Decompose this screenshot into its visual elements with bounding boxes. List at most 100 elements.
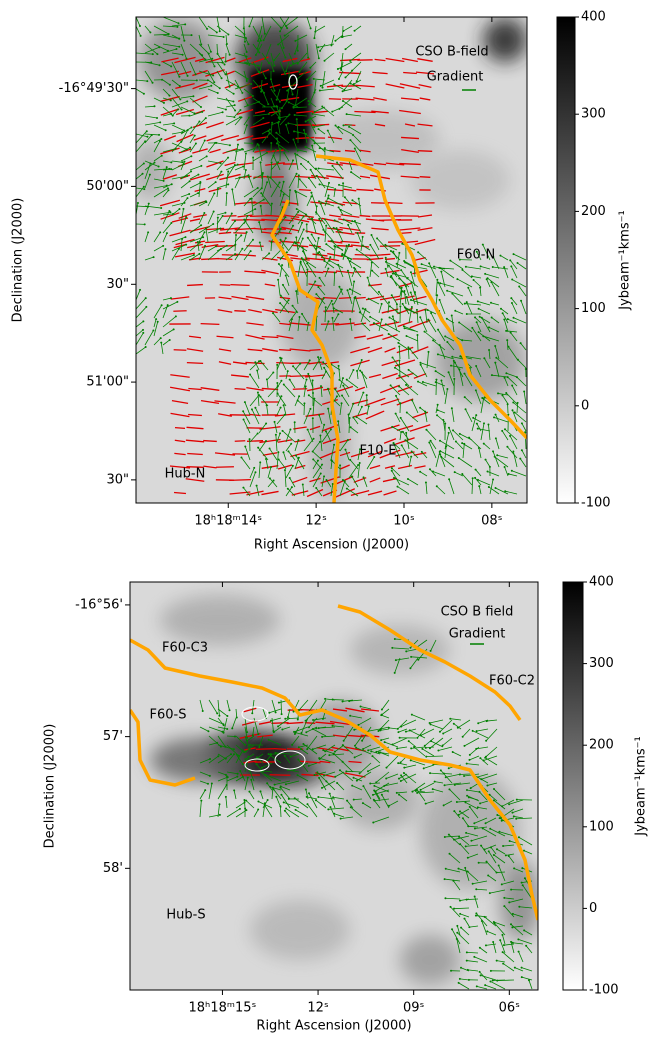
gradient-head	[234, 164, 236, 166]
gradient-head	[140, 35, 142, 37]
gradient-head	[466, 763, 468, 765]
gradient-head	[357, 724, 359, 726]
gradient-head	[231, 727, 233, 729]
gradient-head	[493, 854, 495, 856]
b-field-segment	[379, 220, 401, 221]
gradient-head	[182, 208, 184, 210]
gradient-head	[226, 715, 228, 717]
gradient-head	[400, 774, 402, 776]
gradient-head	[337, 420, 339, 422]
gradient-head	[265, 458, 267, 460]
gradient-head	[226, 192, 228, 194]
gradient-head	[279, 302, 281, 304]
gradient-head	[159, 140, 161, 142]
gradient-head	[299, 363, 301, 365]
gradient-head	[439, 282, 441, 284]
gradient-head	[311, 233, 313, 235]
gradient-head	[404, 439, 406, 441]
gradient-head	[401, 243, 403, 245]
gradient-head	[517, 938, 519, 940]
gradient-head	[231, 213, 233, 215]
gradient-head	[163, 180, 165, 182]
gradient-head	[383, 785, 385, 787]
x-tick-label: 10ˢ	[393, 514, 415, 529]
gradient-head	[501, 805, 503, 807]
gradient-head	[190, 155, 192, 157]
gradient-head	[414, 291, 416, 293]
gradient-head	[445, 445, 447, 447]
gradient-head	[516, 799, 518, 801]
gradient-head	[216, 712, 218, 714]
gradient-head	[213, 210, 215, 212]
gradient-head	[385, 777, 387, 779]
gradient-head	[467, 969, 469, 971]
annotation: F60-N	[457, 248, 495, 263]
gradient-head	[465, 832, 467, 834]
gradient-head	[292, 465, 294, 467]
gradient-head	[268, 62, 270, 64]
gradient-head	[168, 95, 170, 97]
gradient-head	[211, 783, 213, 785]
gradient-head	[244, 744, 246, 746]
gradient-head	[347, 257, 349, 259]
gradient-head	[476, 730, 478, 732]
gradient-head	[401, 444, 403, 446]
gradient-head	[396, 792, 398, 794]
gradient-head	[285, 124, 287, 126]
gradient-head	[292, 93, 294, 95]
gradient-head	[248, 116, 250, 118]
gradient-head	[493, 788, 495, 790]
gradient-head	[482, 827, 484, 829]
gradient-head	[483, 422, 485, 424]
gradient-head	[496, 980, 498, 982]
gradient-head	[257, 432, 259, 434]
b-field-segment	[271, 723, 288, 724]
gradient-head	[312, 728, 314, 730]
gradient-head	[341, 36, 343, 38]
gradient-head	[355, 747, 357, 749]
gradient-head	[398, 252, 400, 254]
gradient-head	[244, 446, 246, 448]
gradient-head	[328, 182, 330, 184]
gradient-head	[290, 443, 292, 445]
gradient-head	[490, 846, 492, 848]
gradient-head	[289, 189, 291, 191]
gradient-head	[275, 149, 277, 151]
gradient-head	[298, 71, 300, 73]
gradient-head	[400, 417, 402, 419]
gradient-head	[249, 744, 251, 746]
gradient-head	[475, 912, 477, 914]
gradient-head	[332, 725, 334, 727]
gradient-head	[342, 761, 344, 763]
gradient-head	[255, 54, 257, 56]
gradient-head	[305, 214, 307, 216]
gradient-head	[303, 228, 305, 230]
gradient-head	[252, 239, 254, 241]
gradient-head	[317, 252, 319, 254]
gradient-head	[207, 783, 209, 785]
gradient-head	[146, 130, 148, 132]
gradient-head	[469, 754, 471, 756]
gradient-head	[248, 176, 250, 178]
gradient-head	[312, 719, 314, 721]
gradient-head	[397, 731, 399, 733]
gradient-head	[336, 395, 338, 397]
gradient-head	[452, 429, 454, 431]
gradient-head	[520, 342, 522, 344]
gradient-head	[369, 782, 371, 784]
gradient-head	[476, 985, 478, 987]
gradient-head	[524, 877, 526, 879]
gradient-head	[475, 915, 477, 917]
gradient-head	[178, 208, 180, 210]
gradient-head	[275, 132, 277, 134]
gradient-head	[198, 120, 200, 122]
gradient-head	[276, 382, 278, 384]
gradient-head	[292, 305, 294, 307]
gradient-head	[512, 942, 514, 944]
gradient-head	[297, 719, 299, 721]
gradient-head	[405, 384, 407, 386]
gradient-head	[327, 130, 329, 132]
x-tick-label: 12ˢ	[305, 514, 327, 529]
gradient-head	[145, 297, 147, 299]
gradient-head	[206, 155, 208, 157]
